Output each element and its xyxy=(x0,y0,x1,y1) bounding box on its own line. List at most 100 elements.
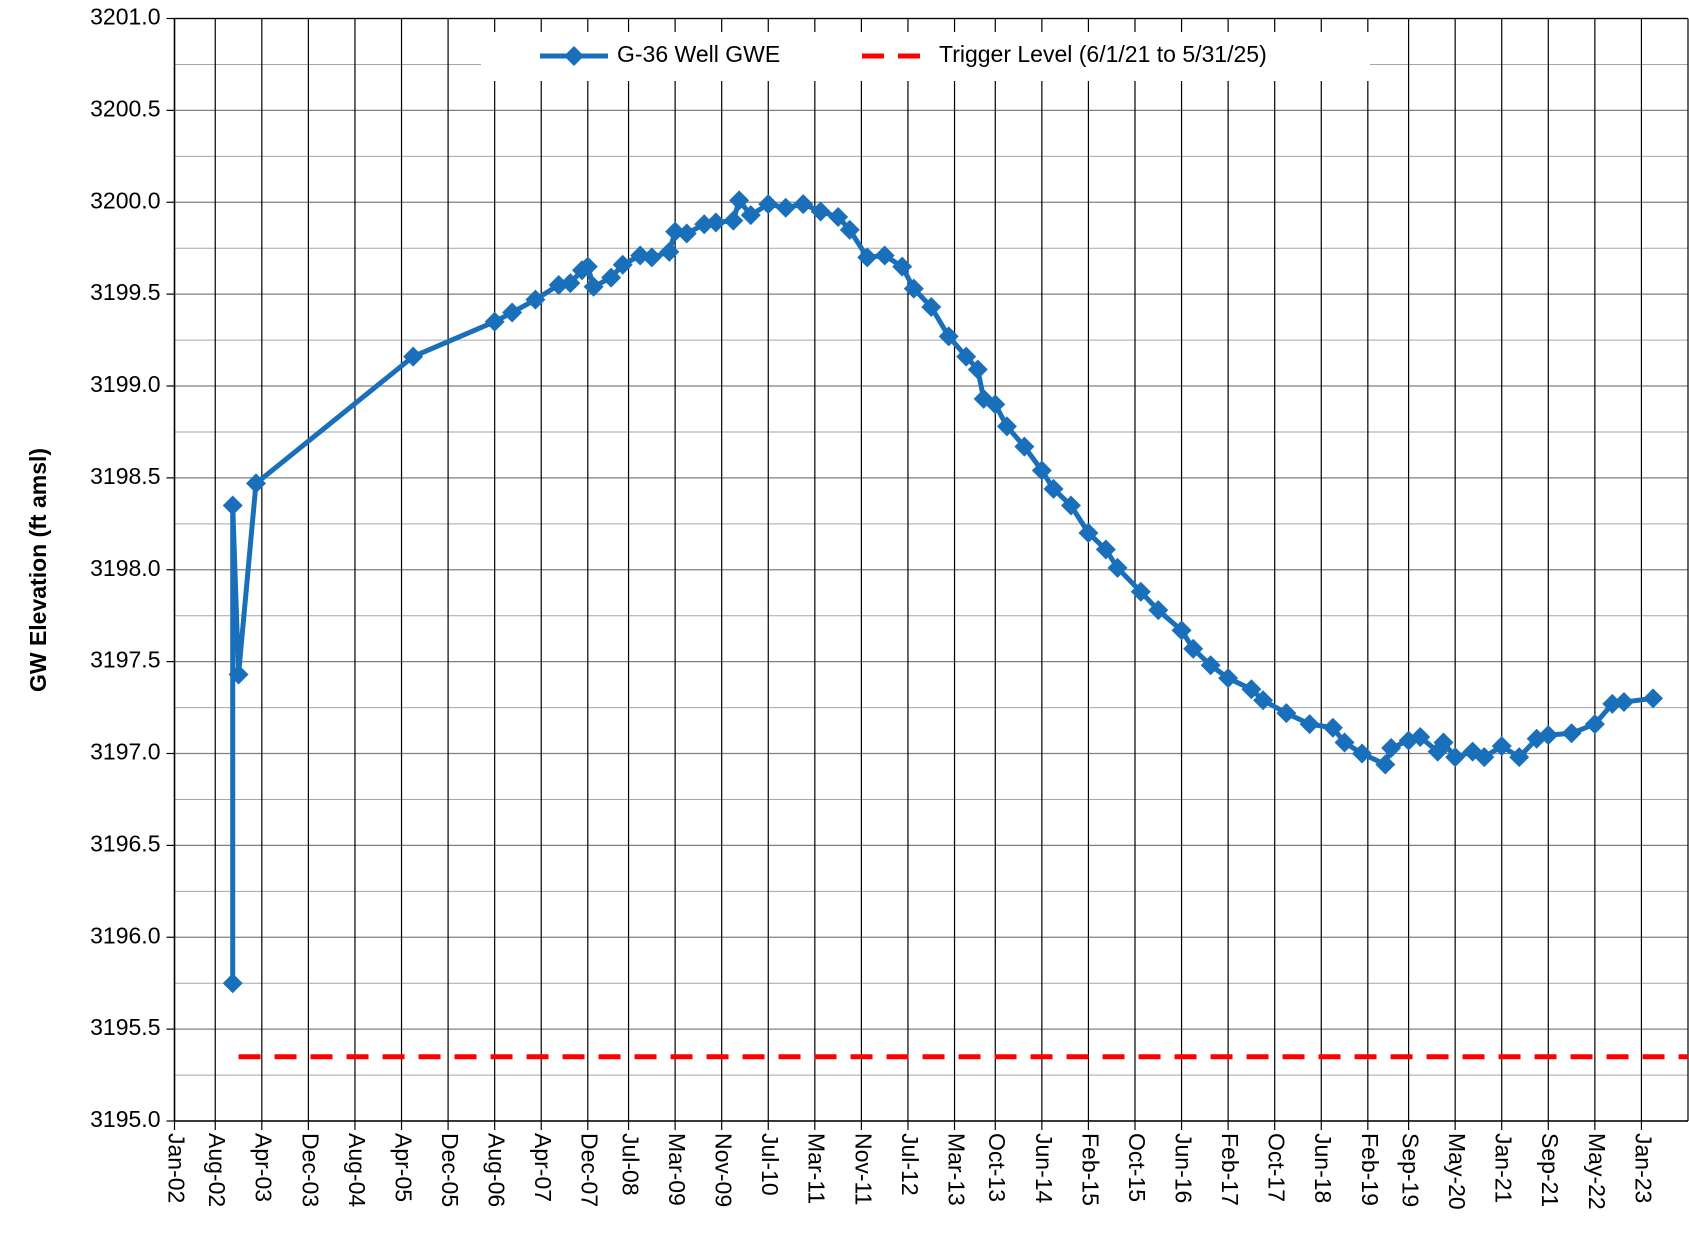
y-tick-label: 3199.5 xyxy=(90,279,160,305)
series-line xyxy=(230,197,1654,984)
x-tick-label: Nov-11 xyxy=(850,1133,876,1205)
data-point xyxy=(775,197,796,218)
data-point xyxy=(857,247,878,268)
data-point xyxy=(985,394,1006,415)
data-point xyxy=(222,495,243,516)
data-point xyxy=(705,212,726,233)
x-tick-label: Jul-08 xyxy=(617,1133,643,1196)
data-point xyxy=(1352,743,1373,764)
data-point xyxy=(1043,478,1064,499)
data-point xyxy=(758,194,779,215)
data-point xyxy=(1643,688,1664,709)
data-point xyxy=(903,278,924,299)
data-point xyxy=(228,664,249,685)
x-tick-label: Apr-03 xyxy=(251,1133,277,1202)
data-point xyxy=(1130,581,1151,602)
x-tick-label: Nov-09 xyxy=(711,1133,737,1207)
data-point xyxy=(1183,638,1204,659)
data-point xyxy=(1474,747,1495,768)
x-tick-label: Mar-11 xyxy=(804,1133,830,1204)
y-tick-label: 3201.0 xyxy=(90,4,160,30)
data-point xyxy=(729,190,750,211)
x-tick-label: Jan-21 xyxy=(1491,1133,1517,1203)
data-point xyxy=(1584,714,1605,735)
legend-box xyxy=(481,32,1370,81)
data-point xyxy=(583,276,604,297)
data-point xyxy=(1613,692,1634,713)
data-point xyxy=(484,311,505,332)
data-point xyxy=(1078,523,1099,543)
y-tick-label: 3198.5 xyxy=(90,463,160,489)
data-point xyxy=(222,973,243,994)
y-tick-label: 3200.5 xyxy=(90,95,160,121)
data-point xyxy=(1538,725,1559,746)
data-point xyxy=(828,206,849,227)
data-point xyxy=(612,254,633,275)
y-tick-label: 3196.5 xyxy=(90,830,160,856)
x-tick-label: Sep-21 xyxy=(1537,1133,1563,1207)
x-tick-label: May-22 xyxy=(1584,1133,1610,1210)
data-point xyxy=(1299,714,1320,735)
y-tick-label: 3197.5 xyxy=(90,647,160,673)
data-point xyxy=(1148,600,1169,621)
x-tick-label: Mar-13 xyxy=(943,1133,969,1206)
data-point xyxy=(1218,668,1239,689)
data-point xyxy=(1445,747,1466,768)
data-point xyxy=(403,346,424,367)
data-point xyxy=(967,359,988,380)
x-tick-label: Apr-05 xyxy=(390,1133,416,1202)
data-point xyxy=(723,210,744,231)
x-tick-label: Dec-03 xyxy=(297,1133,323,1207)
data-point xyxy=(839,219,860,240)
data-point xyxy=(525,289,546,310)
data-point xyxy=(810,201,831,222)
data-point xyxy=(793,194,814,215)
legend-label: Trigger Level (6/1/21 to 5/31/25) xyxy=(939,41,1267,67)
x-tick-label: Jan-02 xyxy=(163,1133,189,1203)
data-point xyxy=(1014,436,1035,457)
y-tick-label: 3196.0 xyxy=(90,922,160,948)
data-point xyxy=(921,296,942,317)
x-tick-label: Dec-07 xyxy=(577,1133,603,1207)
data-point xyxy=(1561,723,1582,744)
y-tick-label: 3195.5 xyxy=(90,1014,160,1040)
x-tick-label: Jun-14 xyxy=(1031,1133,1057,1204)
data-point xyxy=(1509,747,1530,768)
data-point xyxy=(1095,539,1116,560)
x-tick-label: Jul-12 xyxy=(897,1133,923,1196)
data-point xyxy=(1060,495,1081,516)
x-tick-label: Aug-06 xyxy=(484,1133,510,1207)
data-point xyxy=(1171,620,1192,641)
x-tick-label: Feb-17 xyxy=(1217,1133,1243,1206)
x-tick-label: May-20 xyxy=(1444,1133,1470,1210)
x-tick-label: Oct-15 xyxy=(1124,1133,1150,1202)
data-point xyxy=(1375,754,1396,775)
x-tick-label: Jan-23 xyxy=(1630,1133,1656,1203)
data-point xyxy=(1322,717,1343,738)
data-point xyxy=(1491,736,1512,757)
data-point xyxy=(1381,737,1402,758)
data-point xyxy=(245,473,266,494)
data-point xyxy=(874,245,895,266)
x-tick-label: Sep-19 xyxy=(1398,1133,1424,1207)
data-point xyxy=(1253,690,1274,711)
data-point xyxy=(1433,732,1454,753)
data-point xyxy=(1107,557,1128,578)
x-tick-label: Feb-19 xyxy=(1357,1133,1383,1206)
data-point xyxy=(892,256,913,277)
data-point xyxy=(560,273,581,294)
data-point xyxy=(1334,732,1355,753)
y-tick-label: 3200.0 xyxy=(90,187,160,213)
x-tick-label: Dec-05 xyxy=(437,1133,463,1207)
data-point xyxy=(1200,655,1221,676)
data-point xyxy=(938,326,959,347)
legend-marker xyxy=(564,46,584,66)
x-tick-label: Jun-16 xyxy=(1170,1133,1196,1203)
data-point xyxy=(740,205,761,226)
legend-label: G-36 Well GWE xyxy=(617,41,780,67)
y-tick-label: 3195.0 xyxy=(90,1106,160,1132)
x-tick-label: Oct-13 xyxy=(984,1133,1010,1202)
data-point xyxy=(601,267,622,288)
y-tick-label: 3198.0 xyxy=(90,555,160,581)
legend: G-36 Well GWE Trigger Level (6/1/21 to 5/… xyxy=(481,32,1370,81)
